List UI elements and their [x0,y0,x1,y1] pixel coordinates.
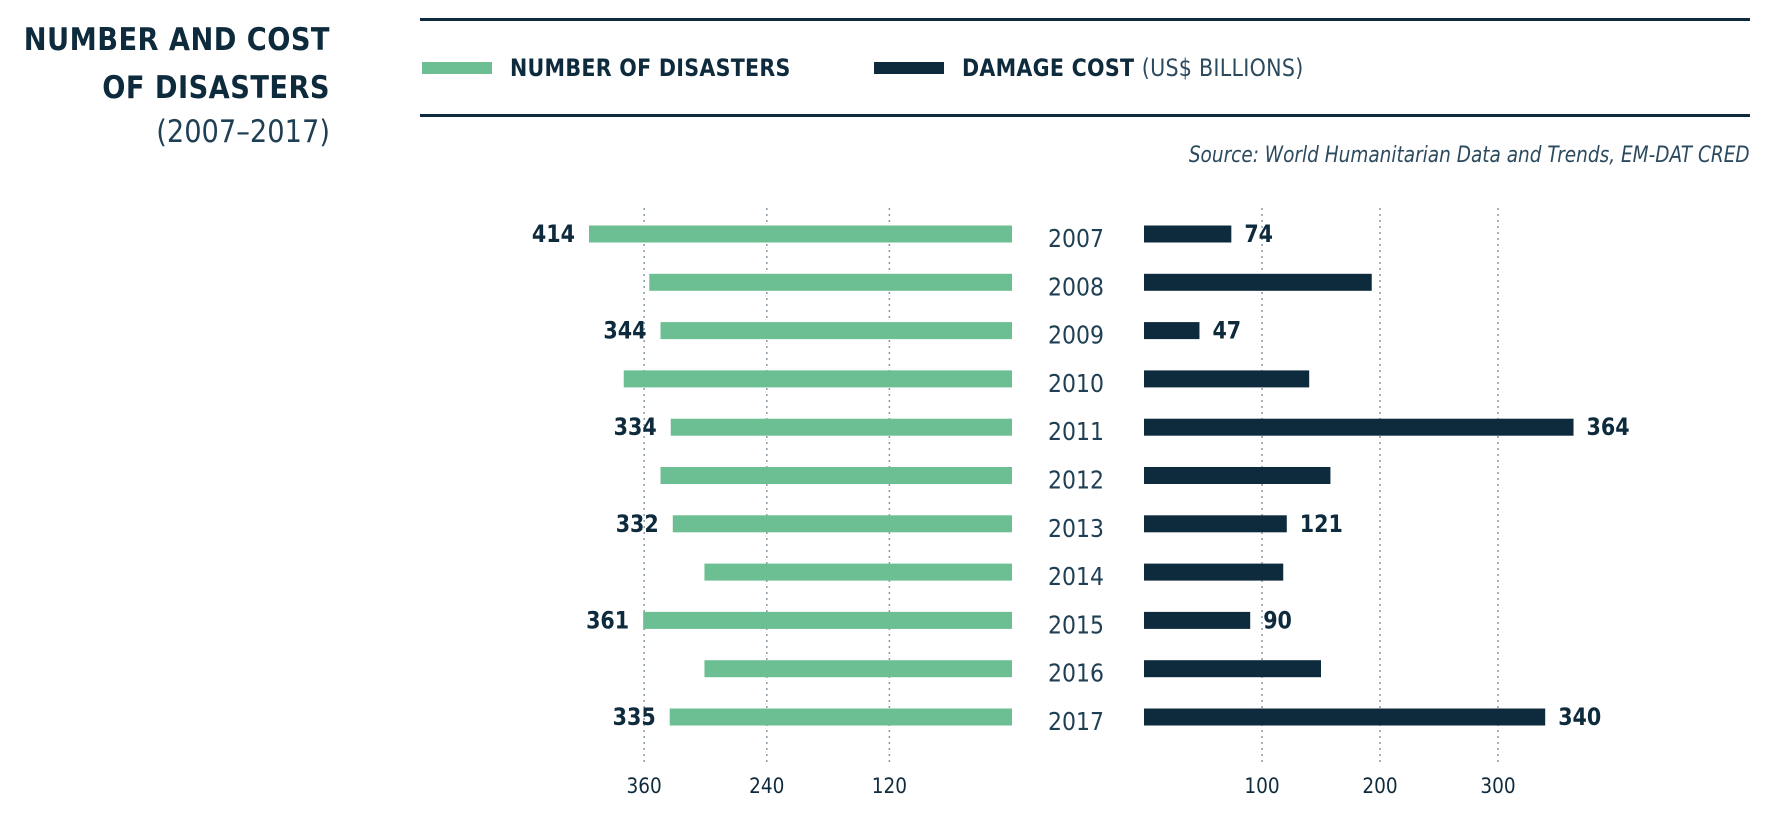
year-label-2012: 2012 [1048,465,1104,495]
damage-bar-2012 [1144,467,1331,484]
disasters-bar-2007 [589,225,1012,243]
disasters-bar-2016 [704,660,1012,678]
damage-bar-2011 [1144,418,1574,436]
title-block: NUMBER AND COST OF DISASTERS (2007–2017) [0,16,330,152]
legend-damage-text: DAMAGE COST [962,54,1135,82]
damage-bar-2008 [1144,273,1372,291]
damage-value-label-2007: 74 [1244,221,1273,249]
right-tick-label-300: 300 [1480,774,1515,798]
disasters-bar-2009 [660,322,1012,340]
disasters-value-label-2009: 344 [603,317,646,345]
damage-value-label-2011: 364 [1587,414,1630,442]
disasters-bar-2017 [669,708,1012,726]
damage-bar-2014 [1144,563,1284,581]
year-label-2009: 2009 [1048,320,1104,350]
disasters-bar-2013 [672,515,1012,533]
year-label-2017: 2017 [1048,707,1104,737]
legend-item-damage: DAMAGE COST (US$ BILLIONS) [874,54,1359,82]
top-rule [420,18,1750,21]
damage-bar-2007 [1144,225,1232,243]
source-note: Source: World Humanitarian Data and Tren… [1189,143,1750,168]
damage-value-label-2013: 121 [1300,510,1343,538]
disasters-bar-2012 [660,467,1012,484]
legend-swatch-damage [874,62,945,74]
damage-bar-2009 [1144,322,1200,340]
legend-label-damage: DAMAGE COST (US$ BILLIONS) [962,54,1304,82]
year-label-2016: 2016 [1048,658,1104,688]
right-tick-label-100: 100 [1244,774,1279,798]
disasters-bar-2015 [643,611,1012,629]
disasters-value-label-2017: 335 [613,704,656,732]
damage-bar-2016 [1144,660,1321,678]
chart-title-line2: OF DISASTERS [102,70,330,106]
disasters-bar-2008 [649,273,1012,291]
disasters-value-label-2007: 414 [532,221,575,249]
legend-label-disasters: NUMBER OF DISASTERS [510,54,791,82]
disasters-value-label-2015: 361 [586,607,629,635]
year-label-2007: 2007 [1048,224,1104,254]
left-tick-label-120: 120 [872,774,907,798]
damage-bar-2017 [1144,708,1546,726]
damage-bar-2015 [1144,611,1251,629]
bottom-rule [420,114,1750,117]
disasters-bar-2014 [704,563,1012,581]
disasters-value-label-2013: 332 [616,510,659,538]
chart-title-line1: NUMBER AND COST [23,22,330,58]
left-tick-label-360: 360 [627,774,662,798]
year-label-2014: 2014 [1048,562,1104,592]
legend-damage-unit: (US$ BILLIONS) [1142,54,1304,82]
damage-value-label-2017: 340 [1558,704,1601,732]
year-label-2008: 2008 [1048,272,1104,302]
legend: NUMBER OF DISASTERS DAMAGE COST (US$ BIL… [422,50,1397,86]
right-tick-label-200: 200 [1362,774,1397,798]
disasters-value-label-2011: 334 [614,414,657,442]
legend-item-disasters: NUMBER OF DISASTERS [422,54,836,82]
disasters-bar-2011 [670,418,1012,436]
damage-value-label-2015: 90 [1263,607,1292,635]
damage-bar-2013 [1144,515,1287,533]
year-label-2010: 2010 [1048,369,1104,399]
left-tick-label-240: 240 [749,774,784,798]
damage-bar-2010 [1144,370,1310,388]
legend-swatch-disasters [422,62,492,74]
year-label-2013: 2013 [1048,513,1104,543]
damage-value-label-2009: 47 [1212,317,1241,345]
year-label-2011: 2011 [1048,417,1104,447]
chart-subtitle: (2007–2017) [156,114,330,150]
year-label-2015: 2015 [1048,610,1104,640]
disasters-bar-2010 [623,370,1012,388]
